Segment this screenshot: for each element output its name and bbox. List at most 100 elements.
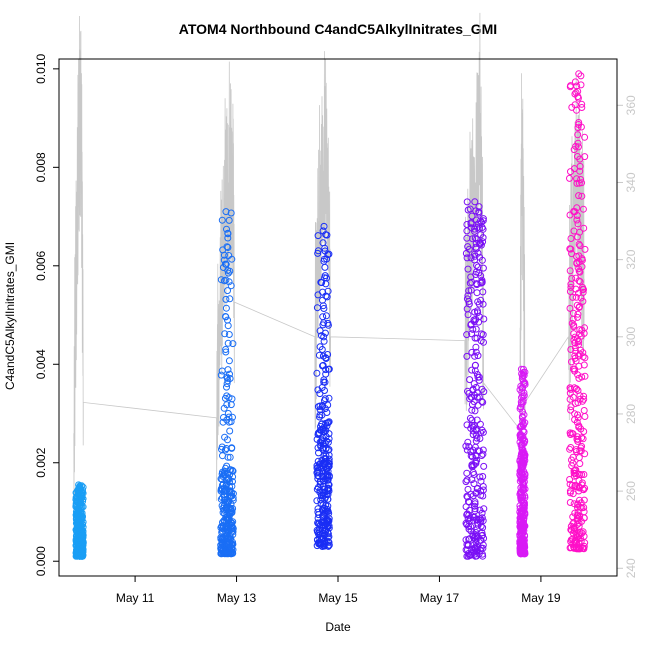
data-point [473,371,481,378]
data-point [575,143,582,151]
data-point [580,514,588,522]
data-point [223,515,231,523]
data-point [220,256,228,264]
data-point [319,302,327,310]
data-point [473,307,481,315]
data-point [479,492,487,500]
data-point [318,543,326,550]
data-point [321,247,329,255]
data-point [322,231,330,239]
data-point [222,346,230,353]
data-point [518,422,526,430]
data-point [574,131,582,139]
data-point [325,418,333,426]
data-point [473,235,481,243]
data-point [573,179,581,187]
data-point [318,411,326,419]
data-point [480,505,488,513]
data-point [464,265,472,273]
data-point [468,453,476,461]
data-point [470,461,478,469]
data-point [321,518,329,526]
data-point [575,484,583,492]
data-point [471,443,479,451]
data-point [227,505,235,513]
flight-1-points [72,481,87,560]
data-point [223,243,231,251]
data-point [576,167,584,175]
data-point [519,384,527,392]
data-point [579,205,587,213]
data-point [316,488,324,496]
data-point [574,313,581,321]
data-point [325,394,333,402]
data-point [325,455,333,463]
data-point [575,423,583,431]
data-point [474,352,482,360]
data-point [471,507,479,515]
data-point [321,510,329,518]
data-point [575,267,583,275]
data-point [517,441,525,449]
data-point [324,484,332,492]
data-point [475,208,483,216]
data-point [224,366,232,374]
data-point [580,392,588,400]
data-point [566,499,574,506]
data-point [472,243,480,251]
data-point [472,271,480,278]
data-point [469,235,477,243]
data-point [321,387,328,394]
data-point [318,346,326,353]
data-point [567,168,574,176]
data-point [575,70,583,78]
data-point [479,234,487,242]
data-point [465,443,473,451]
data-point [467,452,475,460]
data-point [222,304,230,312]
data-point [520,389,528,397]
data-point [223,374,231,382]
data-point [314,247,322,255]
data-point [580,407,588,414]
data-point [573,543,581,551]
data-point [566,267,574,275]
data-point [315,449,322,457]
data-point [463,352,471,360]
data-point [518,375,526,383]
data-point [320,337,328,345]
data-point [321,378,329,386]
data-point [221,446,229,454]
data-point [320,428,328,436]
data-point [222,445,230,452]
y-tick-label: 0.008 [34,152,48,182]
data-point [218,216,226,224]
data-point [520,478,528,486]
data-point [322,419,330,427]
data-point [521,550,528,558]
data-point [577,176,585,183]
data-point [575,240,583,248]
data-point [568,358,575,366]
data-point [579,297,587,305]
data-point [573,212,581,219]
data-point [575,454,583,462]
data-point [321,455,329,463]
data-point [471,361,479,369]
data-point [479,446,487,454]
data-point [317,278,325,286]
data-point [320,222,328,230]
data-point [226,471,234,479]
flight-4-points [462,198,488,560]
data-point [472,489,480,497]
data-point [217,371,225,379]
data-point [518,469,526,477]
data-point [319,321,327,329]
x-tick-label: May 11 [116,591,155,605]
data-point [572,293,580,301]
data-point [575,265,583,273]
data-point [464,552,472,560]
data-point [314,249,322,257]
data-point [566,395,574,403]
